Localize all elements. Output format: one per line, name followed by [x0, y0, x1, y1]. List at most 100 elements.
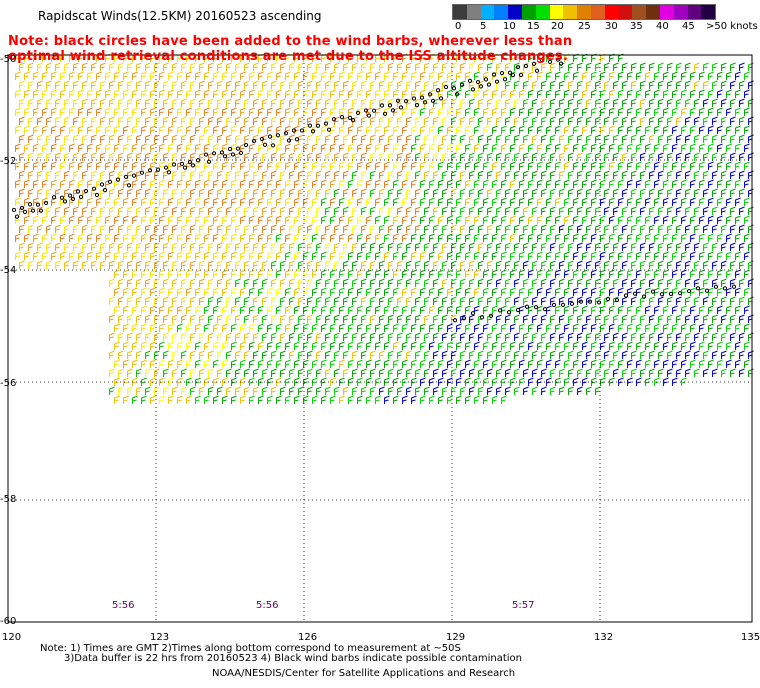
wind-barb [370, 62, 376, 71]
wind-barb [357, 215, 363, 224]
wind-barb [114, 269, 120, 278]
wind-barb [613, 206, 619, 215]
wind-barb [420, 89, 426, 98]
wind-barb [195, 233, 201, 242]
wind-barb [249, 125, 255, 134]
wind-barb [460, 152, 466, 161]
wind-barb [235, 296, 241, 305]
wind-barb [285, 197, 291, 206]
wind-barb [334, 260, 340, 269]
wind-barb [163, 368, 169, 377]
wind-barb [730, 260, 736, 269]
wind-barb [366, 359, 372, 368]
wind-barb [505, 98, 511, 107]
wind-barb [64, 152, 70, 161]
wind-barb [375, 287, 381, 296]
wind-barb [676, 80, 682, 89]
wind-barb [114, 161, 120, 170]
wind-barb [694, 296, 700, 305]
wind-barb [546, 179, 552, 188]
wind-barb [555, 233, 561, 242]
wind-barb [64, 242, 70, 251]
wind-barb [577, 350, 583, 359]
wind-barb [505, 80, 511, 89]
wind-barb [222, 197, 228, 206]
wind-barb [523, 278, 529, 287]
wind-barb [271, 98, 277, 107]
wind-barb [478, 206, 484, 215]
wind-barb [609, 197, 615, 206]
wind-barb [159, 305, 165, 314]
wind-barb [366, 251, 372, 260]
wind-barb [379, 368, 385, 377]
wind-barb [748, 224, 754, 233]
wind-barb [442, 278, 448, 287]
wind-barb [118, 260, 124, 269]
wind-barb [627, 323, 633, 332]
wind-barb [168, 89, 174, 98]
wind-barb [546, 107, 552, 116]
wind-barb [735, 71, 741, 80]
wind-barb [546, 269, 552, 278]
wind-barb [433, 224, 439, 233]
wind-barb [694, 242, 700, 251]
wind-barb [231, 125, 237, 134]
wind-barb [298, 98, 304, 107]
wind-barb [672, 125, 678, 134]
wind-barb [181, 224, 187, 233]
wind-barb [595, 152, 601, 161]
wind-barb [622, 368, 628, 377]
wind-barb [735, 215, 741, 224]
wind-barb [258, 269, 264, 278]
wind-barb [325, 206, 331, 215]
wind-barb [663, 143, 669, 152]
wind-barb [244, 62, 250, 71]
wind-barb [447, 269, 453, 278]
wind-barb [366, 125, 372, 134]
wind-barb [267, 107, 273, 116]
wind-barb [411, 359, 417, 368]
wind-barb [303, 125, 309, 134]
wind-barb [438, 287, 444, 296]
wind-barb [663, 359, 669, 368]
wind-barb [591, 71, 597, 80]
wind-barb [276, 251, 282, 260]
wind-barb [150, 215, 156, 224]
wind-barb [514, 278, 520, 287]
wind-barb [429, 359, 435, 368]
wind-barb [685, 332, 691, 341]
wind-barb [510, 197, 516, 206]
wind-barb [411, 161, 417, 170]
wind-barb [618, 161, 624, 170]
wind-barb [424, 188, 430, 197]
wind-barb [541, 80, 547, 89]
wind-barb [586, 152, 592, 161]
wind-barb [69, 143, 75, 152]
wind-barb [217, 368, 223, 377]
wind-barb [276, 89, 282, 98]
wind-barb [514, 332, 520, 341]
wind-barb [730, 170, 736, 179]
wind-barb [186, 341, 192, 350]
wind-barb [640, 350, 646, 359]
wind-barb [258, 323, 264, 332]
wind-barb [357, 287, 363, 296]
wind-barb [739, 188, 745, 197]
wind-barb [379, 314, 385, 323]
wind-barb [82, 62, 88, 71]
wind-barb [609, 143, 615, 152]
wind-barb [393, 359, 399, 368]
wind-barb [321, 287, 327, 296]
wind-barb [492, 143, 498, 152]
wind-barb [150, 269, 156, 278]
wind-barb [298, 62, 304, 71]
wind-barb [501, 323, 507, 332]
wind-barb [303, 287, 309, 296]
wind-barb [645, 215, 651, 224]
wind-barb [375, 323, 381, 332]
wind-barb [622, 116, 628, 125]
wind-barb [573, 305, 579, 314]
wind-barb [636, 107, 642, 116]
wind-barb [55, 224, 61, 233]
wind-barb [582, 359, 588, 368]
